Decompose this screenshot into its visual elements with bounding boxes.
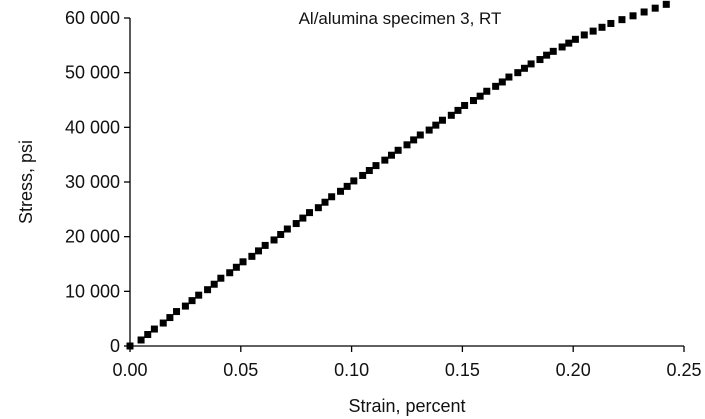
data-point (558, 43, 566, 51)
data-point (492, 82, 500, 90)
data-point (498, 78, 506, 86)
data-point (469, 97, 477, 105)
x-axis-ticks: 0.00 0.05 0.10 0.15 0.20 0.25 (112, 346, 702, 380)
x-tick-label: 0.25 (666, 360, 701, 380)
data-point (410, 136, 418, 144)
data-point (173, 308, 181, 316)
data-point (394, 146, 402, 154)
data-point (359, 171, 367, 179)
data-point (343, 182, 351, 190)
y-tick-label: 30 000 (65, 172, 120, 192)
data-point (137, 336, 145, 344)
data-point (248, 252, 256, 260)
x-tick-label: 0.15 (445, 360, 480, 380)
y-tick-label: 60 000 (65, 8, 120, 28)
data-point (589, 27, 597, 35)
data-point (204, 286, 212, 294)
data-point (350, 177, 358, 185)
data-point (651, 4, 659, 12)
y-tick-label: 20 000 (65, 227, 120, 247)
data-point (536, 56, 544, 64)
x-tick-label: 0.20 (556, 360, 591, 380)
y-tick-label: 10 000 (65, 281, 120, 301)
data-point (321, 198, 329, 206)
data-point (403, 141, 411, 149)
data-point (261, 241, 269, 249)
y-tick-label: 0 (110, 336, 120, 356)
data-point (217, 274, 225, 282)
x-axis-label: Strain, percent (348, 396, 465, 416)
data-point (454, 106, 462, 114)
data-point (527, 60, 535, 68)
data-point (476, 92, 484, 100)
data-point (387, 151, 395, 159)
data-point (618, 16, 626, 24)
data-point (607, 19, 615, 27)
data-point (416, 131, 424, 139)
data-point (150, 325, 158, 333)
data-point (337, 187, 345, 195)
data-point (571, 35, 579, 43)
data-point (598, 23, 606, 31)
data-point (447, 111, 455, 119)
data-point (514, 69, 522, 77)
data-point (255, 247, 263, 255)
data-point (159, 319, 167, 327)
data-point (144, 331, 152, 339)
data-point (580, 31, 588, 39)
data-point (181, 302, 189, 310)
y-axis-label: Stress, psi (16, 140, 36, 224)
data-point (565, 39, 573, 47)
y-axis-ticks: 0 10 000 20 000 30 000 40 000 50 000 60 000 (65, 8, 130, 356)
data-point (270, 236, 278, 244)
data-point (210, 280, 218, 288)
data-point (629, 12, 637, 20)
data-point (520, 64, 528, 72)
data-point (543, 51, 551, 59)
x-tick-label: 0.00 (112, 360, 147, 380)
data-point (314, 204, 322, 212)
data-point (292, 220, 300, 228)
data-point (549, 47, 557, 55)
data-point (640, 8, 648, 16)
data-point (505, 73, 513, 81)
y-tick-label: 40 000 (65, 117, 120, 137)
data-point (432, 121, 440, 129)
chart-title: Al/alumina specimen 3, RT (299, 9, 502, 28)
x-tick-label: 0.10 (334, 360, 369, 380)
data-point (305, 209, 313, 217)
data-point (662, 0, 670, 8)
data-point (461, 101, 469, 109)
data-point (166, 314, 174, 322)
data-point (483, 87, 491, 95)
plot-area (126, 0, 670, 350)
y-tick-label: 50 000 (65, 63, 120, 83)
data-point (425, 126, 433, 134)
data-point (277, 230, 285, 238)
data-point (226, 269, 234, 277)
data-point (381, 156, 389, 164)
data-point (372, 162, 380, 170)
data-point (299, 214, 307, 222)
data-point (195, 291, 203, 299)
data-point (283, 225, 291, 233)
data-point (365, 167, 373, 175)
data-point (239, 258, 247, 266)
data-point (232, 263, 240, 271)
data-point (188, 297, 196, 305)
x-tick-label: 0.05 (223, 360, 258, 380)
data-point (438, 116, 446, 124)
data-point (328, 193, 336, 201)
